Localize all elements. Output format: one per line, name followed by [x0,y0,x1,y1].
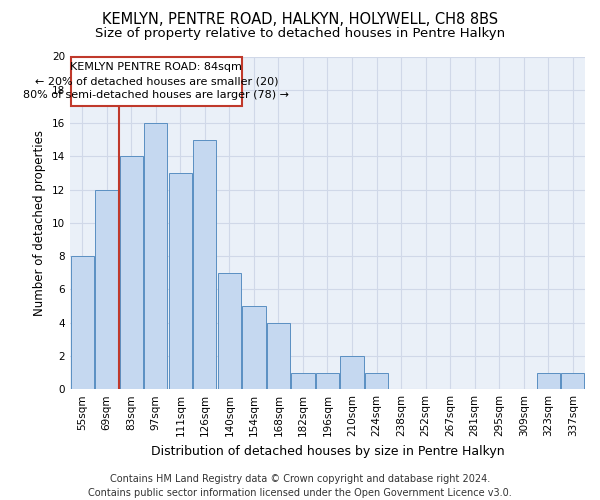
Bar [536,372,560,389]
Bar [95,190,118,389]
Bar [169,173,192,389]
Text: Contains HM Land Registry data © Crown copyright and database right 2024.
Contai: Contains HM Land Registry data © Crown c… [88,474,512,498]
Bar [267,322,290,389]
Text: Size of property relative to detached houses in Pentre Halkyn: Size of property relative to detached ho… [95,28,505,40]
Text: KEMLYN PENTRE ROAD: 84sqm
← 20% of detached houses are smaller (20)
80% of semi-: KEMLYN PENTRE ROAD: 84sqm ← 20% of detac… [23,62,289,100]
Text: KEMLYN, PENTRE ROAD, HALKYN, HOLYWELL, CH8 8BS: KEMLYN, PENTRE ROAD, HALKYN, HOLYWELL, C… [102,12,498,28]
Bar [193,140,217,389]
Bar [144,123,167,389]
Bar [71,256,94,389]
Bar [242,306,266,389]
Bar [365,372,388,389]
Bar [340,356,364,389]
Bar [561,372,584,389]
Bar [119,156,143,389]
Bar [218,272,241,389]
Bar [291,372,314,389]
Y-axis label: Number of detached properties: Number of detached properties [33,130,46,316]
Bar [316,372,339,389]
FancyBboxPatch shape [71,56,242,106]
X-axis label: Distribution of detached houses by size in Pentre Halkyn: Distribution of detached houses by size … [151,444,504,458]
